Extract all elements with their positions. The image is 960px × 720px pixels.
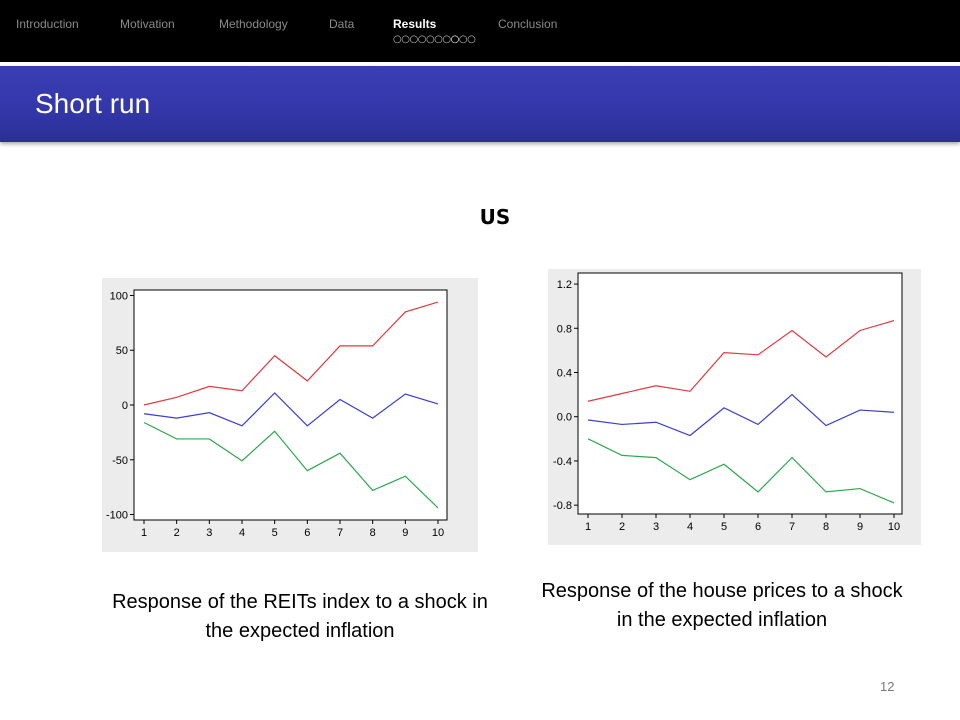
plot-area bbox=[577, 272, 903, 515]
series-line-red bbox=[587, 319, 895, 402]
y-tick-label: -50 bbox=[112, 455, 128, 467]
x-tick-label: 5 bbox=[721, 521, 727, 533]
caption-reits-response: Response of the REITs index to a shock i… bbox=[112, 591, 488, 642]
progress-dot-5[interactable]: ○ bbox=[425, 34, 435, 45]
results-progress-dots[interactable]: ○○○○○○○○○○ bbox=[393, 34, 476, 45]
y-tick-label: -100 bbox=[106, 510, 128, 522]
y-tick-label: 0.8 bbox=[557, 323, 572, 335]
y-tick-label: 0.0 bbox=[557, 412, 572, 424]
progress-dot-9[interactable]: ○ bbox=[458, 34, 468, 45]
x-tick-label: 9 bbox=[857, 521, 863, 533]
series-line-red bbox=[143, 301, 439, 406]
series-line-blue bbox=[587, 393, 895, 437]
x-tick-label: 10 bbox=[888, 521, 900, 533]
x-tick-label: 8 bbox=[823, 521, 829, 533]
progress-dot-3[interactable]: ○ bbox=[409, 34, 418, 45]
x-tick-label: 7 bbox=[337, 527, 343, 539]
x-tick-label: 5 bbox=[272, 527, 278, 539]
x-tick-label: 6 bbox=[755, 521, 761, 533]
y-tick-label: 1.2 bbox=[557, 279, 572, 291]
x-tick-label: 1 bbox=[585, 521, 591, 533]
x-tick-label: 9 bbox=[402, 527, 408, 539]
x-tick-label: 1 bbox=[141, 527, 147, 539]
section-navigation-bar: Introduction Motivation Methodology Data… bbox=[0, 0, 960, 62]
y-tick-label: 0 bbox=[122, 400, 128, 412]
house-prices-response-plot: 1.2 0.8 0.4 0.0 -0.4 -0.8 1 2 3 4 5 6 7 8 9 10 bbox=[553, 272, 903, 533]
progress-dot-10[interactable]: ○ bbox=[467, 34, 476, 45]
x-tick-label: 3 bbox=[206, 527, 212, 539]
progress-dot-1[interactable]: ○ bbox=[393, 34, 402, 45]
nav-item-conclusion[interactable]: Conclusion bbox=[498, 17, 558, 31]
nav-item-motivation[interactable]: Motivation bbox=[120, 17, 175, 31]
plot-area bbox=[133, 289, 448, 521]
nav-item-methodology[interactable]: Methodology bbox=[219, 17, 288, 31]
progress-dot-2[interactable]: ○ bbox=[401, 34, 410, 45]
slide-title: Short run bbox=[35, 88, 151, 119]
section-heading: US bbox=[479, 205, 511, 229]
progress-dot-7[interactable]: ○ bbox=[442, 34, 451, 45]
y-tick-label: 100 bbox=[110, 290, 128, 302]
progress-dot-4[interactable]: ○ bbox=[417, 34, 427, 45]
y-tick-label: 50 bbox=[116, 345, 128, 357]
progress-dot-6[interactable]: ○ bbox=[434, 34, 443, 45]
x-tick-label: 10 bbox=[432, 527, 444, 539]
series-line-green bbox=[587, 438, 895, 504]
x-tick-label: 2 bbox=[174, 527, 180, 539]
reits-response-plot: 100 50 0 -50 -100 1 2 3 4 5 6 7 8 9 10 bbox=[106, 289, 448, 539]
house-prices-response-chart: 1.2 0.8 0.4 0.0 -0.4 -0.8 1 2 3 4 5 6 7 8 9 10 bbox=[548, 269, 921, 545]
series-line-green bbox=[143, 421, 439, 509]
y-tick-label: -0.4 bbox=[553, 456, 572, 468]
nav-item-introduction[interactable]: Introduction bbox=[16, 17, 79, 31]
nav-item-results[interactable]: Results bbox=[393, 17, 437, 31]
x-tick-label: 7 bbox=[789, 521, 795, 533]
x-tick-label: 4 bbox=[687, 521, 693, 533]
page-number: 12 bbox=[880, 679, 895, 694]
x-tick-label: 8 bbox=[370, 527, 376, 539]
caption-house-prices-response: Response of the house prices to a shock … bbox=[541, 580, 903, 631]
nav-item-data[interactable]: Data bbox=[329, 17, 355, 31]
y-tick-label: -0.8 bbox=[553, 500, 572, 512]
y-tick-label: 0.4 bbox=[557, 367, 572, 379]
x-tick-label: 4 bbox=[239, 527, 245, 539]
x-tick-label: 2 bbox=[619, 521, 625, 533]
reits-response-chart: 100 50 0 -50 -100 1 2 3 4 5 6 7 8 9 10 bbox=[102, 278, 478, 552]
x-tick-label: 3 bbox=[653, 521, 659, 533]
series-line-blue bbox=[143, 392, 439, 427]
progress-dot-8[interactable]: ○ bbox=[450, 34, 460, 45]
title-bar: Short run bbox=[0, 66, 960, 142]
x-tick-label: 6 bbox=[304, 527, 310, 539]
